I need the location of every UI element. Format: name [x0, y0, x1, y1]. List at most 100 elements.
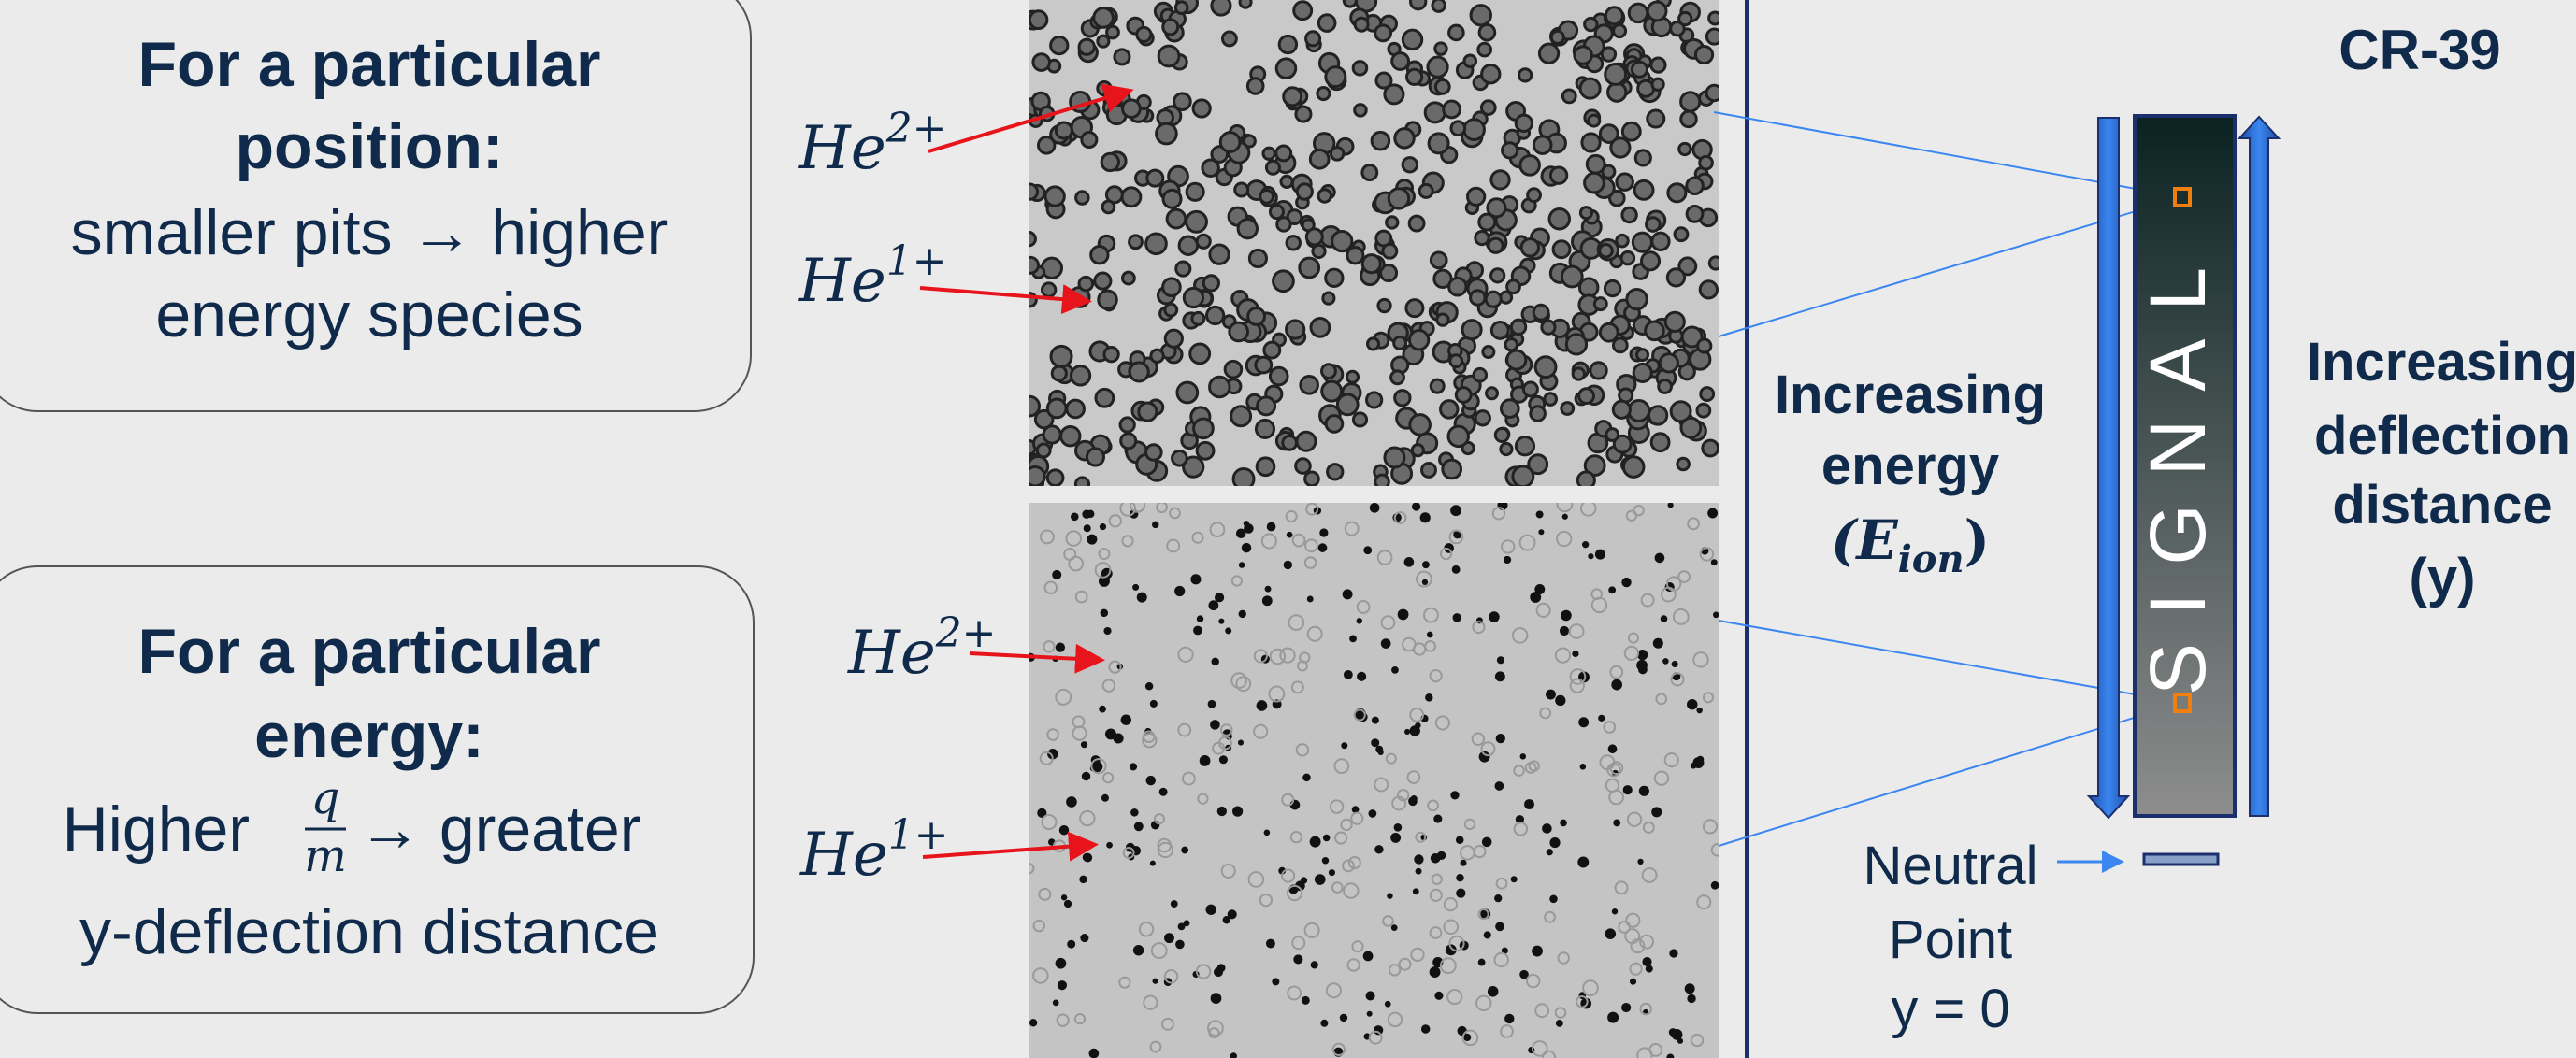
pit [1277, 218, 1290, 231]
pit [1210, 377, 1230, 396]
pit [1079, 876, 1087, 883]
pit [1378, 750, 1384, 755]
pit [1429, 134, 1448, 153]
ion-charge: 1+ [886, 237, 947, 285]
pit [1475, 411, 1489, 425]
pit [1084, 524, 1091, 532]
pit [1235, 183, 1248, 196]
pit [1456, 836, 1464, 844]
pit [1079, 277, 1093, 291]
pit [1406, 69, 1421, 84]
pit [1363, 546, 1372, 554]
pit [1452, 565, 1461, 574]
pit [1328, 465, 1343, 479]
pit [1560, 626, 1569, 636]
energy-symbol: (Eion) [1831, 508, 1990, 581]
pit [1706, 29, 1721, 44]
pit [1549, 895, 1558, 904]
pit [1319, 528, 1328, 536]
pit [1398, 609, 1409, 621]
pit [1681, 111, 1696, 126]
pit [1134, 822, 1144, 831]
pit [1099, 706, 1106, 713]
pit [1222, 32, 1236, 46]
pit [1203, 276, 1218, 291]
pit [1606, 429, 1619, 441]
pit [1163, 279, 1181, 296]
pit [1344, 0, 1356, 7]
pit [1123, 100, 1141, 118]
pit [1629, 401, 1649, 422]
pit [1056, 122, 1072, 138]
pit [1595, 550, 1605, 560]
pit [1672, 661, 1678, 667]
ion-charge: 1+ [888, 811, 949, 859]
pit [1437, 314, 1448, 325]
pit [1409, 331, 1428, 350]
pit [1562, 90, 1576, 103]
pit [1098, 81, 1111, 94]
pit [1453, 613, 1461, 622]
pit [1577, 857, 1589, 868]
pit [1642, 957, 1651, 966]
pit [1533, 305, 1548, 320]
pit [1152, 979, 1158, 984]
pit [1603, 165, 1615, 178]
pit [1056, 643, 1065, 652]
pit [1287, 321, 1304, 338]
pit [1264, 830, 1271, 836]
pit [1633, 233, 1651, 251]
pit [1516, 437, 1533, 455]
pit [1176, 262, 1190, 276]
pit [1022, 184, 1037, 199]
pit [1152, 522, 1158, 528]
pit [1302, 774, 1311, 782]
pit [1636, 660, 1648, 671]
pit [1037, 444, 1050, 457]
pit [1064, 900, 1072, 908]
pit [1367, 338, 1378, 350]
pit [1187, 183, 1203, 200]
pit [1165, 304, 1177, 316]
pit [1585, 18, 1597, 30]
pit [1614, 25, 1626, 37]
pit [1322, 365, 1336, 379]
pit [1392, 53, 1409, 70]
pit [1302, 996, 1310, 1005]
energy-label: energy [1821, 436, 1999, 496]
box-title: energy: [254, 700, 484, 771]
pit [1504, 1014, 1514, 1023]
pit [1494, 781, 1504, 791]
pit [1613, 401, 1630, 418]
pit [1501, 443, 1512, 454]
pit [1385, 1001, 1391, 1008]
pit [1521, 239, 1538, 256]
pit [1410, 0, 1425, 9]
pit [1079, 39, 1094, 54]
pit [1580, 207, 1591, 219]
pit [1385, 85, 1403, 104]
deflection-label: distance [2332, 475, 2552, 536]
pit [1317, 87, 1330, 99]
pit [1238, 740, 1244, 746]
pit [1100, 523, 1106, 530]
pit [1053, 1000, 1059, 1007]
pit [1150, 700, 1158, 708]
pit [1491, 269, 1504, 282]
pit [1474, 368, 1487, 381]
pit [1230, 322, 1248, 341]
pit [1391, 924, 1398, 931]
pit [1150, 861, 1156, 866]
ion-charge: 2+ [935, 609, 997, 657]
pit [1550, 167, 1566, 183]
pit [1102, 201, 1115, 213]
pit [1582, 134, 1600, 151]
pit [1535, 357, 1556, 378]
ion-base: He [799, 821, 888, 890]
pit [1274, 271, 1294, 292]
symbol-subscript: ion [1898, 537, 1964, 581]
pit [1175, 940, 1185, 950]
pit [1605, 7, 1622, 24]
pit [1528, 189, 1541, 202]
pit [1646, 322, 1664, 340]
